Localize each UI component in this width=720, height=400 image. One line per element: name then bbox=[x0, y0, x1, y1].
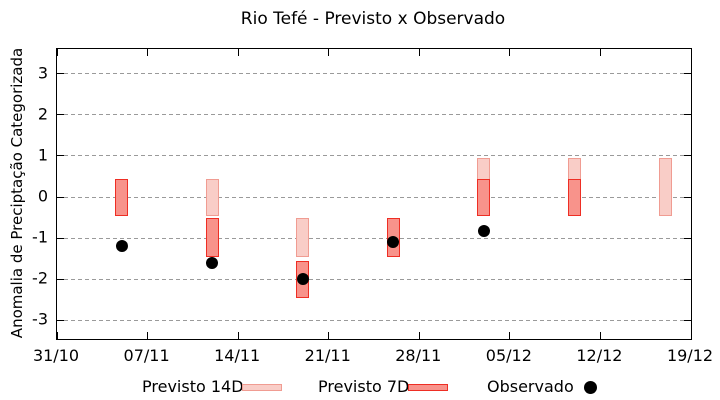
forecast-14d-bar bbox=[658, 158, 672, 216]
x-tick-label: 28/11 bbox=[395, 346, 442, 365]
gridline bbox=[57, 196, 691, 198]
x-tick-label: 31/10 bbox=[32, 346, 80, 365]
y-tick-right bbox=[684, 114, 691, 116]
forecast-7d-bar bbox=[477, 178, 491, 216]
forecast-7d-bar bbox=[568, 178, 582, 216]
x-tick-label: 21/11 bbox=[304, 346, 351, 365]
y-tick-right bbox=[684, 237, 691, 239]
y-tick-label: 3 bbox=[37, 63, 48, 83]
x-tick-top bbox=[509, 49, 511, 56]
plot-area bbox=[56, 48, 692, 340]
x-tick-bottom bbox=[509, 332, 511, 339]
x-tick-top bbox=[418, 49, 420, 56]
y-tick-label: 1 bbox=[37, 145, 48, 165]
x-tick-label: 12/12 bbox=[576, 346, 623, 365]
observed-dot bbox=[206, 256, 219, 269]
forecast-14d-bar bbox=[205, 178, 219, 216]
legend-observado-dot-icon bbox=[584, 381, 597, 394]
y-tick-label: 2 bbox=[37, 104, 48, 124]
y-tick-right bbox=[684, 278, 691, 280]
x-tick-bottom bbox=[147, 332, 149, 339]
x-tick-bottom bbox=[56, 332, 58, 339]
y-tick-left bbox=[57, 319, 64, 321]
legend-swatch-previsto-7d bbox=[408, 384, 448, 391]
forecast-14d-bar bbox=[296, 217, 310, 257]
x-tick-bottom bbox=[599, 332, 601, 339]
x-tick-top bbox=[328, 49, 330, 56]
y-tick-label: -2 bbox=[32, 268, 48, 288]
y-tick-left bbox=[57, 237, 64, 239]
x-tick-label: 07/11 bbox=[123, 346, 170, 365]
y-tick-right bbox=[684, 155, 691, 157]
x-tick-top bbox=[56, 49, 58, 56]
x-tick-top bbox=[147, 49, 149, 56]
y-tick-left bbox=[57, 278, 64, 280]
y-tick-left bbox=[57, 73, 64, 75]
x-tick-top bbox=[690, 49, 692, 56]
observed-dot bbox=[387, 236, 400, 249]
y-tick-label: 0 bbox=[37, 186, 48, 206]
legend-label-observado: Observado bbox=[487, 377, 574, 396]
chart-title: Rio Tefé - Previsto x Observado bbox=[240, 9, 506, 29]
x-tick-bottom bbox=[690, 332, 692, 339]
x-tick-label: 19/12 bbox=[666, 346, 714, 365]
x-tick-top bbox=[599, 49, 601, 56]
x-tick-label: 05/12 bbox=[485, 346, 532, 365]
observed-dot bbox=[296, 273, 309, 286]
forecast-7d-bar bbox=[115, 178, 129, 216]
x-tick-bottom bbox=[418, 332, 420, 339]
x-tick-top bbox=[237, 49, 239, 56]
x-tick-label: 14/11 bbox=[214, 346, 261, 365]
forecast-7d-bar bbox=[205, 217, 219, 257]
gridline bbox=[57, 319, 691, 321]
legend-swatch-previsto-14d bbox=[242, 384, 282, 391]
gridline bbox=[57, 155, 691, 157]
y-tick-right bbox=[684, 196, 691, 198]
y-tick-label: -3 bbox=[32, 309, 48, 329]
gridline bbox=[57, 237, 691, 239]
observed-dot bbox=[115, 240, 128, 253]
y-tick-right bbox=[684, 319, 691, 321]
gridline bbox=[57, 73, 691, 75]
gridline bbox=[57, 278, 691, 280]
y-tick-right bbox=[684, 73, 691, 75]
y-tick-left bbox=[57, 155, 64, 157]
gridline bbox=[57, 114, 691, 116]
observed-dot bbox=[477, 225, 490, 238]
x-tick-bottom bbox=[237, 332, 239, 339]
legend-label-previsto-14d: Previsto 14D bbox=[142, 377, 244, 396]
y-tick-left bbox=[57, 114, 64, 116]
y-tick-left bbox=[57, 196, 64, 198]
legend-label-previsto-7d: Previsto 7D bbox=[318, 377, 410, 396]
y-tick-label: -1 bbox=[32, 227, 48, 247]
x-tick-bottom bbox=[328, 332, 330, 339]
